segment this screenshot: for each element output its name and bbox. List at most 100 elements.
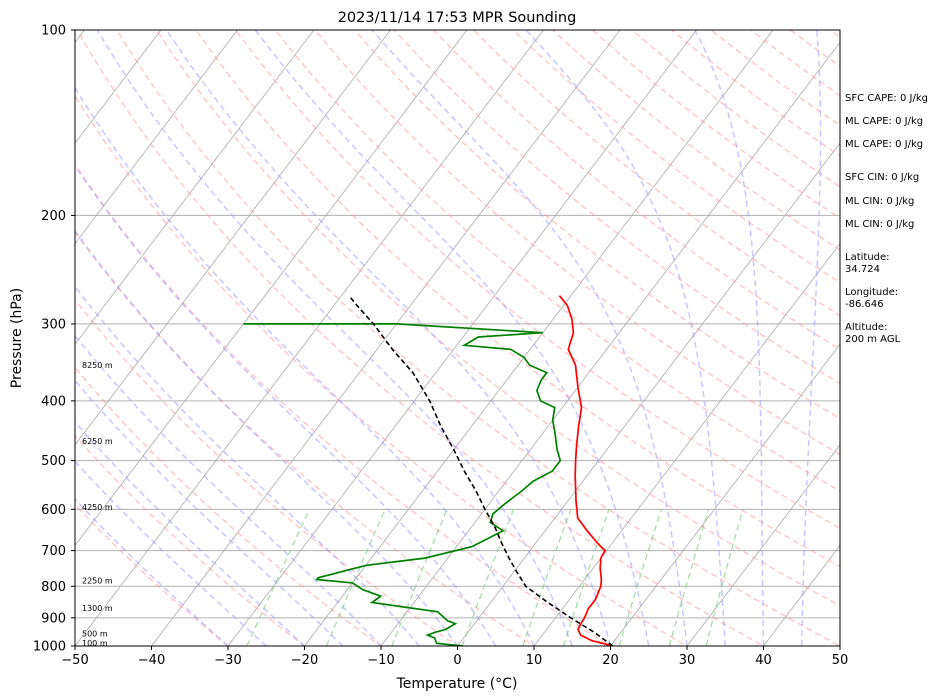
- x-tick-label: −10: [367, 653, 394, 668]
- mixing-ratio-line: [325, 509, 386, 646]
- mixing-ratio-line: [461, 509, 515, 646]
- isotherm-line: [151, 30, 621, 646]
- dry-adiabat-line: [75, 163, 612, 646]
- background-lines: [0, 30, 840, 646]
- dry-adiabat-line: [75, 434, 306, 646]
- isotherm-line: [457, 142, 840, 646]
- data-series: [243, 295, 614, 646]
- x-tick-label: −20: [291, 653, 318, 668]
- y-axis-ticks: 1000 900 800 700 600 500 400 300 200 100: [33, 24, 75, 655]
- height-label: 8250 m: [82, 361, 113, 370]
- dry-adiabat-line: [75, 94, 689, 646]
- chart-title: 2023/11/14 17:53 MPR Sounding: [338, 10, 577, 26]
- mixing-ratio-line: [562, 509, 610, 646]
- dry-adiabat-line: [314, 30, 840, 456]
- height-label: 6250 m: [82, 437, 113, 446]
- x-tick-label: 0: [453, 653, 461, 668]
- moist-adiabat-line: [75, 229, 459, 646]
- y-tick-label: 200: [41, 209, 66, 224]
- plot-frame: [74, 29, 841, 647]
- dry-adiabat-line: [354, 30, 840, 420]
- isotherm-line: [75, 30, 544, 646]
- moist-adiabat-line: [75, 86, 535, 646]
- isotherm-line: [75, 30, 238, 245]
- dry-adiabat-line: [155, 30, 840, 607]
- dry-adiabat-line: [75, 298, 459, 646]
- moist-adiabat-line: [96, 30, 573, 646]
- isotherm-line: [227, 30, 697, 646]
- mixing-ratio-line: [668, 509, 710, 646]
- x-axis-label: Temperature (°C): [396, 676, 518, 692]
- moist-adiabat-line: [801, 30, 822, 646]
- dry-adiabat-line: [393, 30, 840, 385]
- moist-adiabat-line: [165, 30, 612, 646]
- moist-adiabat-line: [694, 30, 765, 646]
- x-tick-label: −50: [61, 653, 88, 668]
- height-label: 100 m: [82, 639, 108, 648]
- dry-adiabat-line: [195, 30, 840, 568]
- dry-adiabat-line: [75, 231, 536, 646]
- mixing-ratio-line: [391, 509, 448, 646]
- moist-adiabat-line: [75, 334, 382, 646]
- moist-adiabat-line: [75, 420, 306, 646]
- moist-adiabat-line: [75, 460, 267, 646]
- y-tick-label: 700: [41, 544, 66, 559]
- height-label: 1300 m: [82, 604, 113, 613]
- mixing-ratio-line: [705, 509, 744, 646]
- isotherm-line: [75, 30, 315, 345]
- isotherm-line: [686, 444, 840, 646]
- isotherm-line: [610, 343, 840, 646]
- dry-adiabat-line: [472, 30, 840, 317]
- isotherm-line: [75, 30, 391, 446]
- moist-adiabat-line: [254, 30, 650, 646]
- dewpoint-profile-line: [243, 323, 562, 646]
- y-tick-label: 800: [41, 580, 66, 595]
- ml-cape-text: ML CAPE: 0 J/kg: [845, 116, 924, 127]
- isotherm-line: [380, 41, 840, 646]
- latitude-text: Latitude: 34.724: [845, 252, 890, 275]
- isotherm-line: [75, 30, 468, 547]
- x-tick-label: 50: [832, 653, 849, 668]
- dry-adiabat-line: [235, 30, 840, 530]
- moist-adiabat-line: [75, 164, 497, 646]
- mixing-ratio-line: [618, 509, 663, 646]
- y-tick-label: 300: [41, 317, 66, 332]
- x-tick-label: −30: [214, 653, 241, 668]
- dry-adiabat-line: [75, 366, 383, 646]
- ml-cape-text-2: ML CAPE: 0 J/kg: [845, 139, 924, 150]
- x-tick-label: 20: [602, 653, 619, 668]
- dry-adiabat-line: [116, 30, 840, 646]
- y-axis-label: Pressure (hPa): [9, 288, 25, 388]
- moist-adiabat-line: [75, 285, 420, 646]
- x-tick-label: 40: [755, 653, 772, 668]
- mixing-ratio-line: [246, 509, 311, 646]
- longitude-text: Longitude: -86.646: [845, 287, 899, 310]
- height-label: 500 m: [82, 630, 108, 639]
- y-tick-label: 400: [41, 394, 66, 409]
- ml-cin-text: ML CIN: 0 J/kg: [845, 196, 915, 207]
- x-tick-label: −40: [138, 653, 165, 668]
- y-tick-label: 900: [41, 611, 66, 626]
- isotherm-line: [304, 30, 774, 646]
- y-tick-label: 1000: [33, 640, 66, 655]
- dry-adiabat-line: [76, 30, 765, 646]
- mixing-ratio-line: [522, 509, 572, 646]
- isotherm-line: [0, 30, 8, 646]
- sfc-cin-text: SFC CIN: 0 J/kg: [845, 172, 920, 183]
- x-tick-label: 30: [679, 653, 696, 668]
- isotherm-line: [75, 30, 162, 144]
- height-label: 2250 m: [82, 577, 113, 586]
- sfc-cape-text: SFC CAPE: 0 J/kg: [845, 93, 928, 104]
- x-tick-label: 10: [526, 653, 543, 668]
- moist-adiabat-line: [525, 30, 727, 646]
- y-tick-label: 500: [41, 454, 66, 469]
- altitude-text: Altitude: 200 m AGL: [845, 322, 901, 345]
- height-label: 4250 m: [82, 503, 113, 512]
- y-tick-label: 100: [41, 24, 66, 39]
- ml-cin-text-2: ML CIN: 0 J/kg: [845, 219, 915, 230]
- parcel-profile-line: [348, 295, 614, 646]
- temperature-profile-line: [558, 295, 614, 646]
- y-tick-label: 600: [41, 503, 66, 518]
- moist-adiabat-line: [75, 379, 344, 646]
